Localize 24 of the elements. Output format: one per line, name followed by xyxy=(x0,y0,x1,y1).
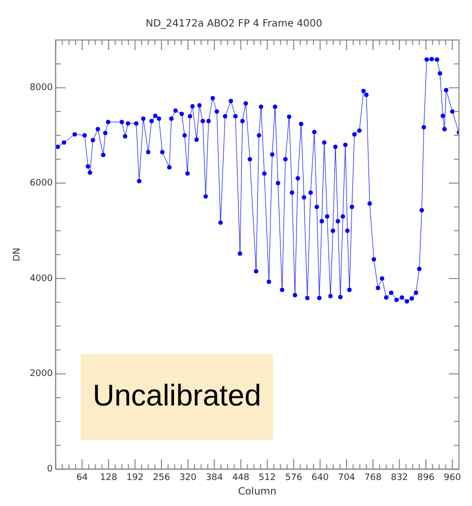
x-tick-label: 640 xyxy=(312,472,329,483)
y-tick-label: 2000 xyxy=(30,369,53,380)
x-tick-label: 448 xyxy=(232,472,250,483)
x-tick-label: 320 xyxy=(179,472,197,483)
x-tick-label: 768 xyxy=(364,472,382,483)
x-axis-title: Column xyxy=(238,486,276,498)
x-tick-label: 64 xyxy=(76,472,88,483)
annotation: Uncalibrated xyxy=(92,379,262,412)
x-tick-label: 704 xyxy=(338,472,356,483)
y-tick-label: 6000 xyxy=(30,178,53,188)
x-tick-label: 576 xyxy=(285,472,303,483)
chart-title: ND_24172a ABO2 FP 4 Frame 4000 xyxy=(146,18,322,30)
x-tick-label: 512 xyxy=(258,472,276,483)
x-tick-label: 384 xyxy=(206,472,224,483)
x-tick-label: 128 xyxy=(100,472,118,483)
x-tick-label: 832 xyxy=(390,472,408,483)
x-tick-label: 960 xyxy=(444,472,462,483)
y-tick-label: 8000 xyxy=(30,83,53,94)
x-tick-label: 896 xyxy=(417,472,435,483)
x-tick-label: 192 xyxy=(126,472,144,483)
y-tick-label: 0 xyxy=(46,464,53,475)
x-tick-label: 256 xyxy=(152,472,170,483)
y-axis-title: DN xyxy=(12,248,23,262)
y-tick-label: 4000 xyxy=(30,274,53,284)
